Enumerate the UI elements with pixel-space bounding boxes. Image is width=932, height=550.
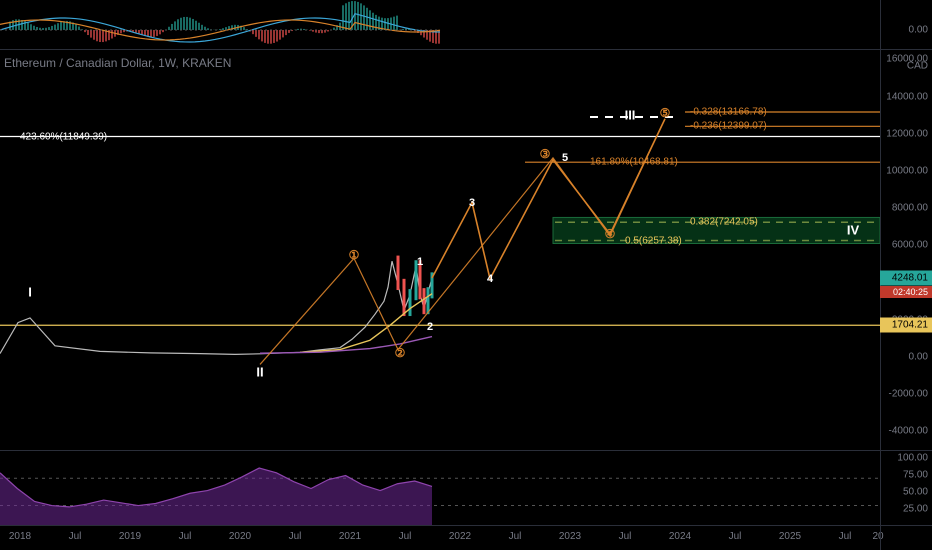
time-tick: 2023: [559, 531, 581, 542]
wave-label: 4: [487, 273, 493, 285]
wave-label: 5: [562, 152, 568, 164]
time-tick: 2020: [229, 531, 251, 542]
time-axis[interactable]: 2018 Jul 2019 Jul 2020 Jul 2021 Jul 2022 Jul 2023 J…: [0, 525, 880, 550]
time-tick: Jul: [839, 531, 852, 542]
time-tick: Jul: [69, 531, 82, 542]
price-axis[interactable]: 16000.0014000.0012000.0010000.008000.006…: [880, 50, 932, 450]
currency-label: CAD: [907, 61, 928, 72]
wave-label: 3: [469, 197, 475, 209]
lower-tick: 50.00: [903, 486, 928, 497]
time-tick: Jul: [729, 531, 742, 542]
price-tick: -4000.00: [889, 426, 928, 437]
price-tick: 8000.00: [892, 203, 928, 214]
horizontal-level-tag: 1704.21: [880, 318, 932, 333]
lower-tick: 25.00: [903, 503, 928, 514]
wave-label: I: [28, 284, 32, 299]
top-indicator-scale: 0.00: [880, 0, 932, 50]
time-tick: Jul: [179, 531, 192, 542]
time-tick: 2018: [9, 531, 31, 542]
lower-indicator-svg: [0, 451, 880, 526]
wave-label: IV: [847, 223, 859, 238]
wave-label: ②: [395, 346, 406, 360]
time-tick: 2019: [119, 531, 141, 542]
fib-label: -0.328(13166.78): [690, 107, 767, 118]
time-axis-corner: [880, 525, 932, 550]
wave-label: III: [625, 108, 636, 123]
last-price-tag: 4248.01: [880, 270, 932, 285]
time-tick: Jul: [619, 531, 632, 542]
price-tick: 10000.00: [886, 165, 928, 176]
price-tick: 0.00: [909, 351, 928, 362]
time-tick: 2025: [779, 531, 801, 542]
wave-label: ③: [540, 147, 551, 161]
price-tick: -2000.00: [889, 389, 928, 400]
fib-label: 161.80%(10468.81): [590, 157, 678, 168]
top-ind-zero: 0.00: [909, 25, 928, 36]
fib-label: -0.236(12399.07): [690, 121, 767, 132]
top-indicator-svg: [0, 0, 880, 50]
time-tick: Jul: [509, 531, 522, 542]
time-tick: Jul: [399, 531, 412, 542]
lower-indicator-scale: 100.00 75.00 50.00 25.00: [880, 450, 932, 525]
lower-indicator-pane[interactable]: [0, 450, 880, 525]
wave-label: 1: [417, 256, 423, 268]
wave-label: ⑤: [660, 106, 671, 120]
price-tick: 12000.00: [886, 128, 928, 139]
time-tick: 2021: [339, 531, 361, 542]
wave-label: II: [256, 364, 263, 379]
top-indicator-pane[interactable]: [0, 0, 880, 50]
chart-root: 0.00 Ethereum / Canadian Dollar, 1W, KRA…: [0, 0, 932, 550]
wave-label: ①: [349, 248, 360, 262]
lower-tick: 75.00: [903, 469, 928, 480]
wave-label: 2: [427, 321, 433, 333]
price-tick: 14000.00: [886, 91, 928, 102]
time-tick: Jul: [289, 531, 302, 542]
fib-label: 423.60%(11849.39): [20, 131, 107, 142]
lower-tick: 100.00: [897, 452, 928, 463]
fib-label: 0.5(6257.38): [625, 235, 682, 246]
time-tick: 2024: [669, 531, 691, 542]
price-tick: 6000.00: [892, 240, 928, 251]
main-chart-pane[interactable]: 423.60%(11849.39) 161.80%(10468.81) -0.328…: [0, 50, 880, 450]
fib-label: 0.382(7242.05): [690, 217, 758, 228]
bar-countdown: 02:40:25: [880, 286, 932, 298]
wave-label: ④: [605, 227, 616, 241]
time-tick: 2022: [449, 531, 471, 542]
